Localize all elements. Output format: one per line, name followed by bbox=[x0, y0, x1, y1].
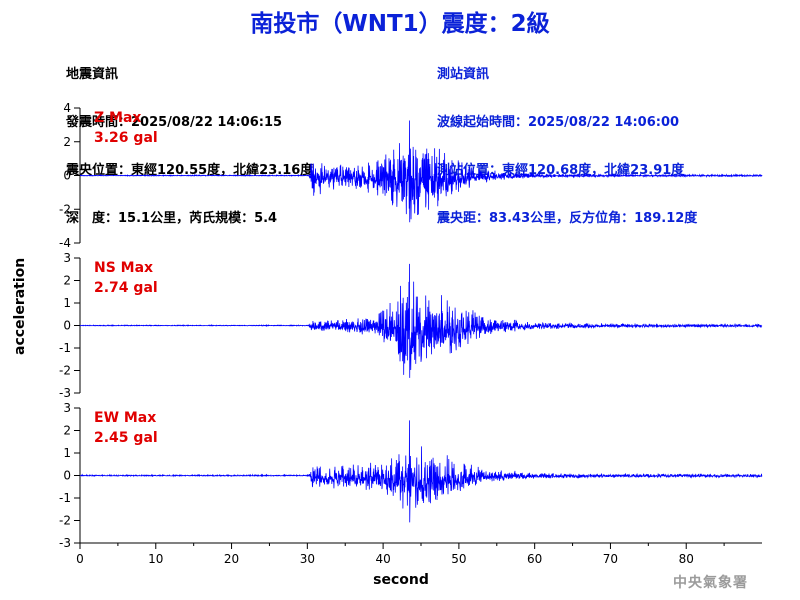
max-value-ew: 2.45 gal bbox=[94, 430, 158, 446]
x-tick-label: 50 bbox=[451, 552, 466, 566]
station-info-heading: 測站資訊 bbox=[437, 67, 490, 82]
quake-location: 震央位置：東經120.55度，北緯23.16度 bbox=[66, 163, 314, 178]
max-title-ns: NS Max bbox=[94, 260, 153, 276]
y-tick-label: 1 bbox=[63, 296, 71, 310]
quake-time: 發震時間：2025/08/22 14:06:15 bbox=[66, 115, 283, 130]
quake-depth-magnitude: 深 度：15.1公里，芮氏規模：5.4 bbox=[66, 211, 278, 226]
station-start-time: 波線起始時間：2025/08/22 14:06:00 bbox=[437, 115, 680, 130]
y-tick-label: 2 bbox=[63, 274, 71, 288]
y-tick-label: 2 bbox=[63, 135, 71, 149]
x-tick-label: 80 bbox=[679, 552, 694, 566]
max-title-z: Z Max bbox=[94, 110, 141, 126]
x-axis-label: second bbox=[373, 572, 429, 588]
y-tick-label: -3 bbox=[59, 536, 71, 550]
x-tick-label: 0 bbox=[76, 552, 84, 566]
y-axis-label: acceleration bbox=[12, 257, 28, 355]
max-title-ew: EW Max bbox=[94, 410, 156, 426]
x-tick-label: 40 bbox=[375, 552, 390, 566]
y-tick-label: -3 bbox=[59, 386, 71, 400]
page-title: 南投市（WNT1）震度：2級 bbox=[250, 11, 550, 37]
y-tick-label: 3 bbox=[63, 251, 71, 265]
max-value-ns: 2.74 gal bbox=[94, 280, 158, 296]
agency-watermark: 中央氣象署 bbox=[673, 575, 748, 591]
waveform-ew bbox=[79, 420, 763, 523]
y-tick-label: 4 bbox=[63, 101, 71, 115]
y-tick-label: -1 bbox=[59, 491, 71, 505]
station-distance: 震央距：83.43公里，反方位角：189.12度 bbox=[437, 211, 698, 226]
y-tick-label: -2 bbox=[59, 202, 71, 216]
x-tick-label: 10 bbox=[148, 552, 163, 566]
y-tick-label: -2 bbox=[59, 514, 71, 528]
y-tick-label: -4 bbox=[59, 236, 71, 250]
x-tick-label: 60 bbox=[527, 552, 542, 566]
y-tick-label: 0 bbox=[63, 169, 71, 183]
y-tick-label: 1 bbox=[63, 446, 71, 460]
y-tick-label: 0 bbox=[63, 319, 71, 333]
waveform-z bbox=[79, 120, 763, 223]
x-tick-label: 20 bbox=[224, 552, 239, 566]
y-tick-label: -2 bbox=[59, 364, 71, 378]
x-tick-label: 30 bbox=[300, 552, 315, 566]
y-tick-label: 0 bbox=[63, 469, 71, 483]
y-tick-label: 3 bbox=[63, 401, 71, 415]
station-info-block: 測站資訊 波線起始時間：2025/08/22 14:06:00 測站位置：東經1… bbox=[437, 35, 697, 243]
quake-info-block: 地震資訊 發震時間：2025/08/22 14:06:15 震央位置：東經120… bbox=[66, 35, 313, 243]
max-value-z: 3.26 gal bbox=[94, 130, 158, 146]
y-tick-label: 2 bbox=[63, 424, 71, 438]
y-tick-label: -1 bbox=[59, 341, 71, 355]
quake-info-heading: 地震資訊 bbox=[66, 67, 119, 82]
x-tick-label: 70 bbox=[603, 552, 618, 566]
waveform-ns bbox=[79, 263, 763, 378]
